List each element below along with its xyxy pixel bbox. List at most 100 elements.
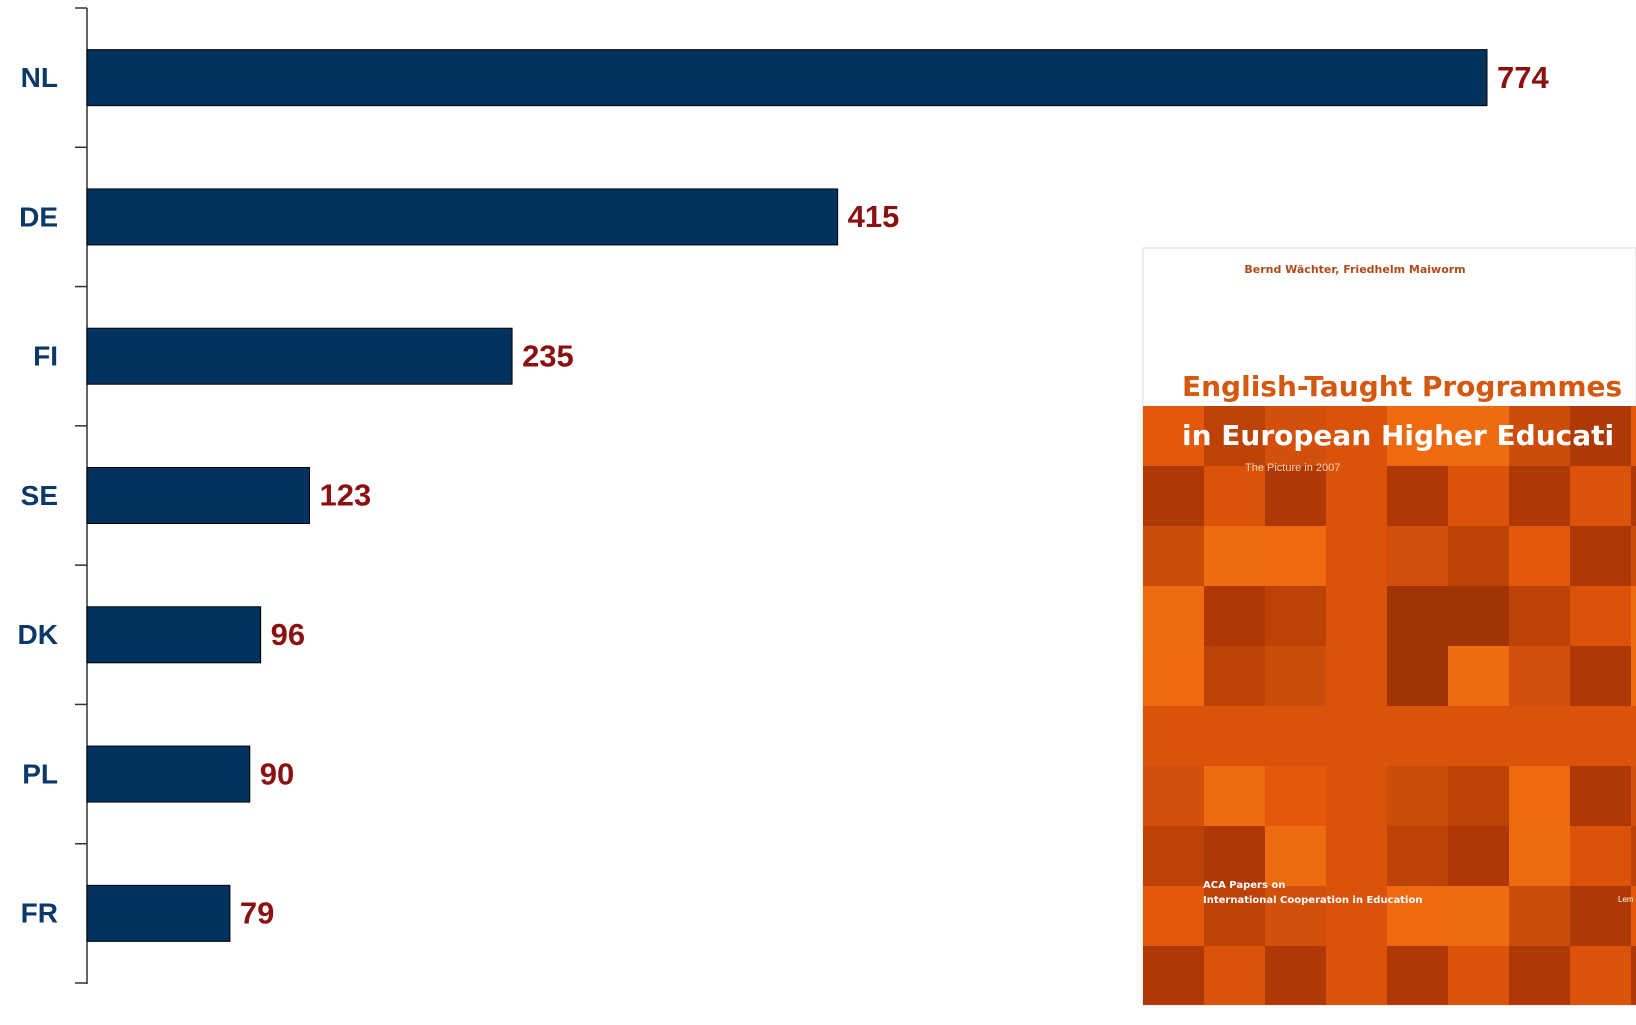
mosaic-tile [1204,646,1265,706]
category-label: PL [22,758,58,789]
mosaic-tile [1143,526,1204,586]
mosaic-tile [1387,526,1448,586]
bar [87,746,250,802]
mosaic-tile [1265,586,1326,646]
category-label: SE [21,480,58,511]
mosaic-tile [1570,766,1631,826]
mosaic-tile [1326,586,1387,646]
value-label: 96 [271,617,305,652]
mosaic-tile [1204,466,1265,526]
mosaic-tile [1570,466,1631,526]
mosaic-tile [1143,946,1204,1005]
mosaic-tile [1265,826,1326,886]
mosaic-tile [1509,946,1570,1005]
cover-title-line1: English-Taught Programmes [1182,370,1622,403]
mosaic-tile [1631,826,1636,886]
mosaic-tile [1509,706,1570,766]
mosaic-tile [1448,586,1509,646]
value-label: 123 [319,478,371,513]
mosaic-tile [1143,886,1204,946]
category-label: DE [19,201,58,232]
mosaic-tile [1143,766,1204,826]
mosaic-tile [1570,826,1631,886]
mosaic-tile [1570,646,1631,706]
mosaic-tile [1143,586,1204,646]
mosaic-tile [1387,946,1448,1005]
mosaic-tile [1631,466,1636,526]
mosaic-tile [1265,526,1326,586]
mosaic-tile [1509,466,1570,526]
cover-series-line1: ACA Papers on [1203,880,1285,891]
bar [87,607,261,663]
mosaic-tile [1570,706,1631,766]
mosaic-tile [1387,766,1448,826]
mosaic-tile [1265,706,1326,766]
mosaic-tile [1387,826,1448,886]
mosaic-tile [1326,946,1387,1005]
mosaic-tile [1448,466,1509,526]
mosaic-tile [1326,466,1387,526]
cover-authors: Bernd Wächter, Friedhelm Maiworm [1244,263,1465,276]
cover-publisher: Lem [1618,895,1634,904]
mosaic-tile [1326,826,1387,886]
bar [87,50,1487,106]
mosaic-tile [1265,766,1326,826]
mosaic-tile [1509,826,1570,886]
mosaic-tile [1570,946,1631,1005]
mosaic-tile [1204,826,1265,886]
mosaic-tile [1631,526,1636,586]
mosaic-tile [1448,826,1509,886]
mosaic-tile [1326,646,1387,706]
mosaic-tile [1265,646,1326,706]
mosaic-tile [1448,946,1509,1005]
bar [87,468,309,524]
cover-mosaic [1143,406,1636,1005]
mosaic-tile [1204,706,1265,766]
mosaic-tile [1387,466,1448,526]
mosaic-tile [1387,706,1448,766]
mosaic-tile [1509,646,1570,706]
value-label: 79 [240,896,274,931]
mosaic-tile [1631,706,1636,766]
category-label: NL [21,62,58,93]
mosaic-tile [1631,646,1636,706]
book-cover: Bernd Wächter, Friedhelm Maiworm English… [1143,248,1636,1005]
value-label: 90 [260,756,294,791]
mosaic-tile [1448,646,1509,706]
mosaic-tile [1204,766,1265,826]
mosaic-tile [1509,886,1570,946]
bar [87,189,838,245]
mosaic-tile [1509,766,1570,826]
mosaic-tile [1143,826,1204,886]
cover-series-line2: International Cooperation in Education [1203,895,1422,906]
chart: Bernd Wächter, Friedhelm Maiworm English… [0,0,1636,1025]
mosaic-tile [1326,526,1387,586]
mosaic-tile [1143,646,1204,706]
mosaic-tile [1204,586,1265,646]
mosaic-tile [1448,706,1509,766]
mosaic-tile [1326,766,1387,826]
mosaic-tile [1631,946,1636,1005]
cover-title-line2: in European Higher Educati [1182,419,1614,452]
mosaic-tile [1509,586,1570,646]
mosaic-tile [1143,466,1204,526]
mosaic-tile [1448,526,1509,586]
bar [87,885,230,941]
mosaic-tile [1570,586,1631,646]
mosaic-tile [1448,886,1509,946]
category-label: FI [33,341,58,372]
mosaic-tile [1265,946,1326,1005]
mosaic-tile [1570,526,1631,586]
category-label: DK [18,619,58,650]
mosaic-tile [1387,586,1448,646]
category-label: FR [21,898,58,929]
mosaic-tile [1631,586,1636,646]
value-label: 415 [848,199,900,234]
mosaic-tile [1387,646,1448,706]
cover-subtitle: The Picture in 2007 [1245,462,1340,474]
mosaic-tile [1326,706,1387,766]
mosaic-tile [1204,526,1265,586]
mosaic-tile [1143,706,1204,766]
bar [87,328,512,384]
mosaic-tile [1265,466,1326,526]
